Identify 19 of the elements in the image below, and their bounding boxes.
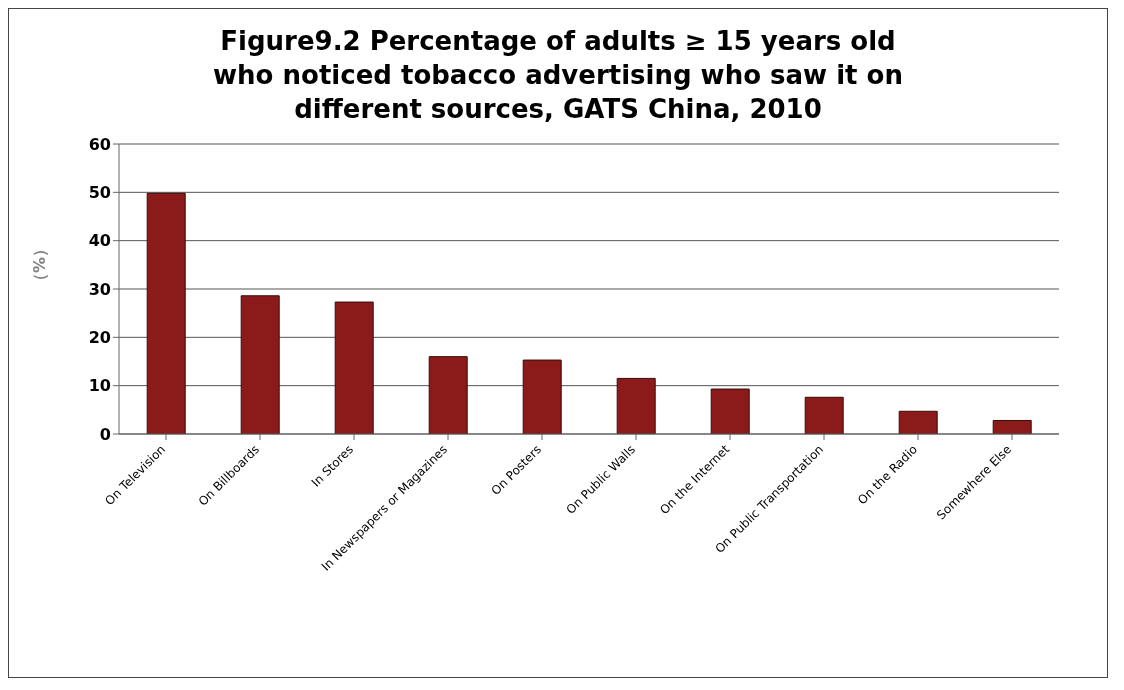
bar bbox=[898, 411, 938, 435]
bar bbox=[616, 378, 656, 435]
y-tick-label: 50 bbox=[88, 183, 111, 203]
bar bbox=[428, 356, 468, 435]
y-tick-label: 40 bbox=[88, 231, 111, 251]
y-tick-label: 60 bbox=[88, 135, 111, 155]
bar bbox=[992, 420, 1032, 435]
chart-title: Figure9.2 Percentage of adults ≥ 15 years old who noticed tobacco advertising who saw it on different sources, GATS China, 2010 bbox=[212, 25, 904, 126]
y-tick-label: 20 bbox=[88, 328, 111, 348]
y-tick-label: 30 bbox=[88, 280, 111, 300]
y-axis-title: （%） bbox=[29, 241, 49, 290]
bar bbox=[710, 388, 750, 435]
bar bbox=[804, 397, 844, 435]
bar bbox=[146, 193, 186, 435]
y-tick-label: 0 bbox=[99, 425, 111, 445]
bar bbox=[334, 301, 374, 435]
bar bbox=[522, 359, 562, 435]
bar bbox=[240, 295, 280, 435]
y-tick-label: 10 bbox=[88, 376, 111, 396]
